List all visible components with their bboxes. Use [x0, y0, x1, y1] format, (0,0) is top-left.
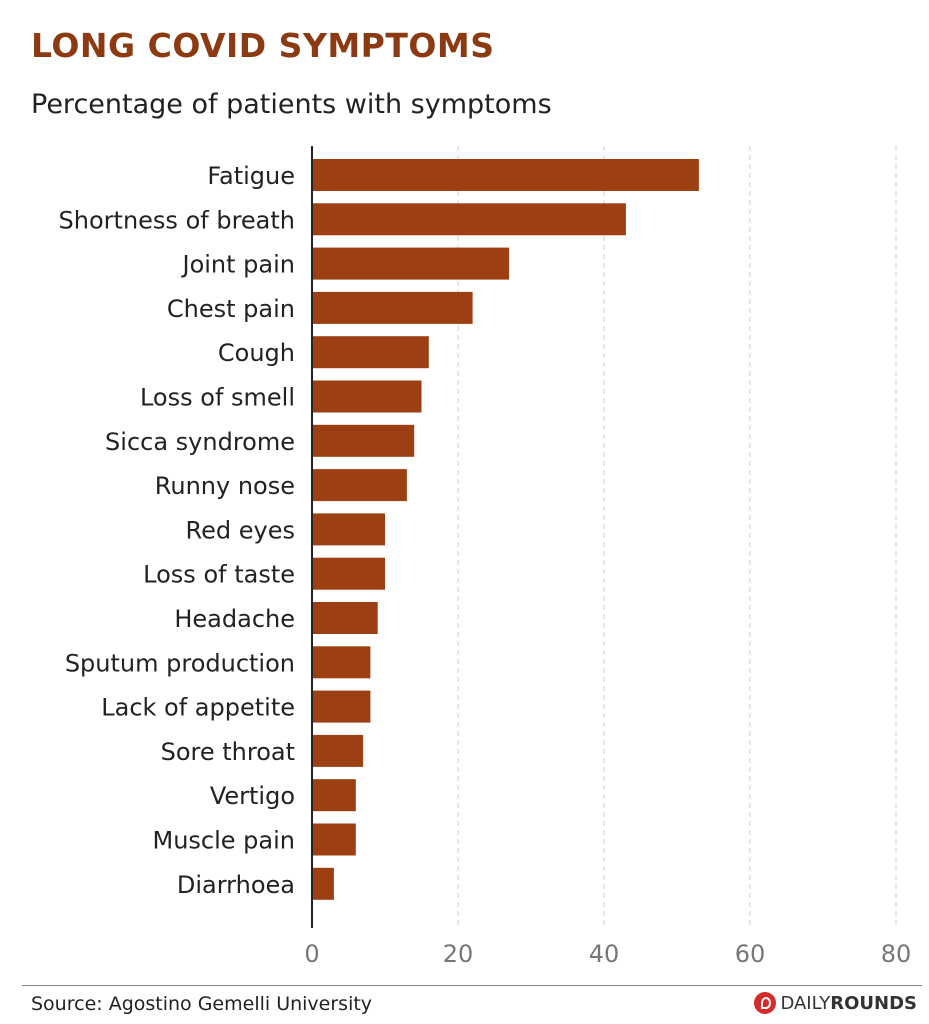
- x-tick-label: 20: [443, 940, 474, 968]
- bar: [312, 247, 510, 280]
- bar: [312, 336, 429, 369]
- bar: [312, 159, 699, 191]
- category-label: Sputum production: [65, 649, 295, 677]
- brand-text-rounds: ROUNDS: [830, 992, 917, 1014]
- x-tick-label: 60: [735, 940, 766, 968]
- bar: [312, 867, 334, 900]
- category-labels: Fatigue Shortness of breath Joint pain Ches…: [59, 162, 295, 899]
- bar: [312, 602, 378, 634]
- category-label: Chest pain: [167, 295, 295, 323]
- category-label: Loss of taste: [143, 561, 295, 589]
- category-label: Joint pain: [181, 251, 296, 279]
- category-label: Shortness of breath: [59, 206, 295, 234]
- category-label: Red eyes: [186, 516, 295, 544]
- category-label: Cough: [218, 339, 295, 367]
- category-label: Diarrhoea: [177, 871, 295, 899]
- bar: [312, 424, 415, 457]
- chart-title: LONG COVID SYMPTOMS: [31, 26, 495, 65]
- bar: [312, 513, 385, 546]
- footer-divider: [22, 985, 922, 986]
- x-tick-label: 40: [589, 940, 620, 968]
- brand-text-daily: DAILY: [780, 992, 831, 1014]
- category-label: Headache: [174, 605, 295, 633]
- bar: [312, 823, 356, 856]
- x-axis-ticks: 0 20 40 60 80: [304, 940, 911, 968]
- x-tick-label: 80: [881, 940, 912, 968]
- category-label: Fatigue: [207, 162, 295, 190]
- bar: [312, 690, 371, 723]
- category-label: Loss of smell: [140, 384, 295, 412]
- category-label: Sore throat: [161, 738, 295, 766]
- bar: [312, 291, 473, 324]
- bar: [312, 646, 371, 679]
- bar: [312, 203, 626, 236]
- bar: [312, 469, 407, 502]
- bars: [312, 159, 699, 900]
- category-label: Vertigo: [210, 782, 295, 810]
- x-tick-label: 0: [304, 940, 319, 968]
- grid-lines: [457, 146, 897, 928]
- category-label: Lack of appetite: [101, 694, 295, 722]
- bar: [312, 734, 364, 767]
- bar: [312, 557, 385, 590]
- bar-chart: Fatigue Shortness of breath Joint pain Ches…: [59, 146, 911, 968]
- brand-logo: DAILY ROUNDS: [754, 992, 917, 1014]
- bar: [312, 779, 356, 812]
- source-note: Source: Agostino Gemelli University: [31, 993, 373, 1015]
- category-label: Muscle pain: [153, 827, 296, 855]
- category-label: Sicca syndrome: [105, 428, 295, 456]
- category-label: Runny nose: [155, 472, 295, 500]
- bar: [312, 380, 422, 413]
- chart-subtitle: Percentage of patients with symptoms: [31, 89, 552, 120]
- daily-rounds-logo-icon: [754, 992, 777, 1014]
